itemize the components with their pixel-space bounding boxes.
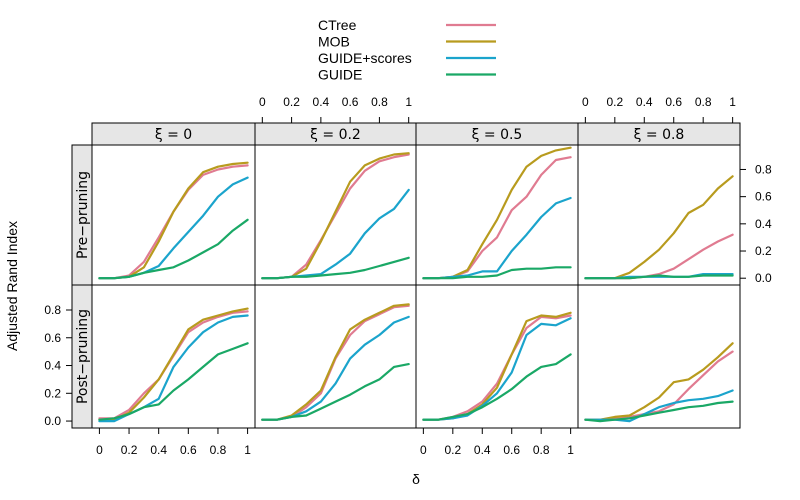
x-tick-label: 0.6	[665, 95, 682, 109]
x-tick-label: 0.2	[121, 443, 138, 457]
left-axis: 0.0 0.2 0.4 0.6 0.8	[44, 303, 72, 428]
series-line-guide-scores	[261, 315, 410, 421]
row-strip-label: Pre−pruning	[75, 171, 91, 259]
legend-label: MOB	[318, 34, 350, 50]
x-tick-label: 1	[729, 95, 736, 109]
x-tick-label: 0	[582, 95, 589, 109]
x-tick-label: 0.6	[180, 443, 197, 457]
series-line-guide-scores	[584, 389, 734, 423]
panel	[415, 284, 579, 429]
series-line-guide	[422, 353, 572, 421]
legend-label: GUIDE+scores	[318, 50, 412, 66]
x-tick-label: 0.2	[283, 95, 300, 109]
x-tick-label: 0.6	[342, 95, 359, 109]
column-strip-label: ξ = 0.8	[634, 127, 685, 143]
series-line-guide	[98, 218, 249, 280]
series-line-ctree	[422, 314, 572, 421]
y-tick-label: 0.4	[44, 359, 61, 373]
x-tick-label: 0.4	[474, 443, 491, 457]
x-tick-label: 0.8	[533, 443, 550, 457]
x-tick-label: 0.8	[695, 95, 712, 109]
bottom-axes: 0 0.2 0.4 0.6 0.8 1 0 0.2 0.4 0.6 0.8 1	[96, 428, 574, 457]
y-tick-label: 0.0	[755, 271, 772, 285]
panel-frame	[415, 144, 579, 286]
x-tick-label: 0.4	[313, 95, 330, 109]
y-tick-label: 0.2	[755, 244, 772, 258]
row-strip	[71, 284, 93, 429]
panel-frame	[577, 284, 741, 429]
x-tick-label: 0.6	[503, 443, 520, 457]
series-line-guide	[98, 342, 249, 421]
series-line-ctree	[98, 310, 249, 420]
x-tick-label: 0.8	[210, 443, 227, 457]
panel	[577, 284, 741, 429]
legend-label: CTree	[318, 17, 357, 33]
panel	[577, 144, 741, 286]
y-tick-label: 0.6	[44, 331, 61, 345]
column-strip-label: ξ = 0.2	[310, 127, 361, 143]
series-line-mob	[584, 175, 734, 280]
x-tick-label: 0	[96, 443, 103, 457]
panel-frame	[91, 144, 256, 286]
row-strips: Pre−pruning Post−pruning	[71, 144, 93, 429]
y-tick-label: 0.2	[44, 386, 61, 400]
panel	[415, 144, 579, 286]
y-tick-label: 0.8	[44, 303, 61, 317]
x-tick-label: 1	[567, 443, 574, 457]
y-tick-label: 0.0	[44, 414, 61, 428]
series-line-guide	[584, 400, 734, 423]
x-tick-label: 0.4	[636, 95, 653, 109]
series-line-ctree	[584, 233, 734, 280]
x-tick-label: 0.2	[444, 443, 461, 457]
series-line-guide-scores	[98, 176, 249, 280]
y-tick-label: 0.8	[755, 162, 772, 176]
series-line-guide	[422, 266, 572, 280]
series-line-mob	[584, 342, 734, 421]
panel-frame	[415, 284, 579, 429]
series-line-ctree	[584, 350, 734, 421]
x-tick-label: 0.4	[150, 443, 167, 457]
x-tick-label: 0.8	[371, 95, 388, 109]
series-line-guide-scores	[98, 314, 249, 423]
panel	[91, 284, 256, 429]
series-line-guide	[584, 274, 734, 280]
panels: ξ = 0 ξ = 0.2 ξ = 0.5 ξ = 0.8	[91, 122, 741, 429]
x-tick-label: 0.2	[606, 95, 623, 109]
panel	[254, 144, 417, 286]
x-tick-label: 1	[405, 95, 412, 109]
series-line-guide	[261, 363, 410, 421]
series-line-ctree	[98, 164, 249, 280]
series-line-ctree	[261, 153, 410, 280]
x-tick-label: 0	[420, 443, 427, 457]
series-line-guide	[261, 256, 410, 280]
row-strip-label: Post−pruning	[75, 309, 91, 404]
x-tick-label: 1	[244, 443, 251, 457]
series-line-mob	[98, 307, 249, 421]
series-line-guide-scores	[422, 317, 572, 421]
panel	[254, 284, 417, 429]
x-axis-title: δ	[412, 471, 420, 487]
top-axes: 0 0.2 0.4 0.6 0.8 1 0 0.2 0.4 0.6 0.8 1	[259, 95, 736, 123]
y-axis-title: Adjusted Rand Index	[4, 221, 20, 351]
series-line-mob	[98, 161, 249, 280]
y-tick-label: 0.6	[755, 190, 772, 204]
panel	[91, 144, 256, 286]
column-strip-label: ξ = 0	[155, 127, 192, 143]
column-strip-label: ξ = 0.5	[472, 127, 523, 143]
x-tick-label: 0	[259, 95, 266, 109]
right-axis: 0.0 0.2 0.4 0.6 0.8	[740, 162, 772, 285]
y-tick-label: 0.4	[755, 217, 772, 231]
legend-label: GUIDE	[318, 67, 362, 83]
panel-frame	[577, 144, 741, 286]
